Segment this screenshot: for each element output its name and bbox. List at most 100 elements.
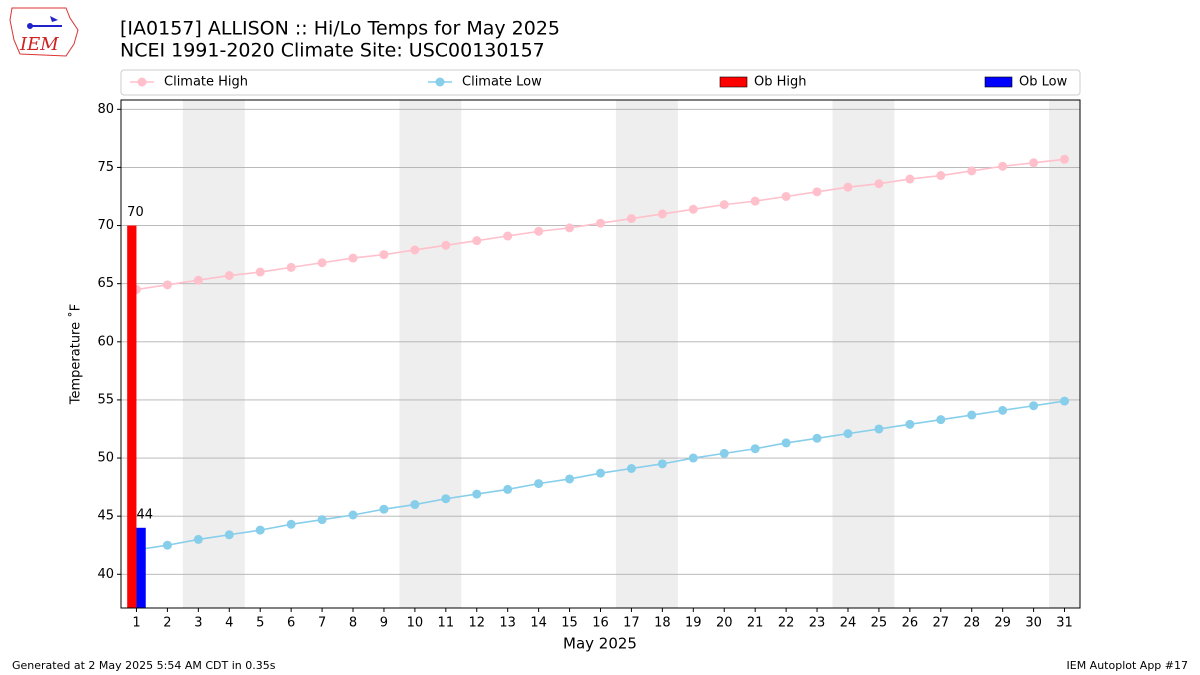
series-point [410, 245, 420, 255]
x-tick-label: 20 [716, 616, 733, 631]
series-point [967, 410, 977, 420]
plot-frame [120, 99, 1081, 609]
x-tick-label: 26 [902, 616, 919, 631]
series-point [534, 226, 544, 236]
x-tick-label: 14 [530, 616, 547, 631]
series-point [688, 453, 698, 463]
x-axis-label: May 2025 [563, 635, 637, 653]
series-point [936, 415, 946, 425]
series-point [503, 231, 513, 241]
x-tick-label: 4 [225, 616, 233, 631]
series-point [410, 500, 420, 510]
weekend-shade [615, 100, 678, 608]
x-tick-label: 3 [194, 616, 202, 631]
series-point [843, 182, 853, 192]
weekend-shade [182, 100, 245, 608]
series-point [812, 433, 822, 443]
series-point [812, 187, 822, 197]
series-point [1060, 396, 1070, 406]
series-point [781, 191, 791, 201]
x-tick-label: 5 [256, 616, 264, 631]
series-point [472, 236, 482, 246]
series-point [224, 271, 234, 281]
series-point [317, 258, 327, 268]
series-point [905, 174, 915, 184]
logo: IEM [9, 7, 79, 57]
series-point [565, 223, 575, 233]
series-point [781, 438, 791, 448]
x-tick-label: 16 [592, 616, 609, 631]
x-tick-label: 31 [1056, 616, 1073, 631]
series-point [657, 209, 667, 219]
series-point [719, 200, 729, 210]
series-point [503, 484, 513, 494]
series-point [379, 504, 389, 514]
weekend-shade [399, 100, 462, 608]
y-tick-label: 50 [97, 451, 114, 466]
y-tick-label: 70 [97, 218, 114, 233]
data-label: 44 [136, 507, 153, 522]
series-point [1060, 154, 1070, 164]
legend-label: Ob High [754, 75, 807, 90]
footer-left: Generated at 2 May 2025 5:54 AM CDT in 0… [12, 659, 276, 672]
legend [120, 69, 1081, 96]
series-point [905, 419, 915, 429]
x-tick-label: 28 [963, 616, 980, 631]
x-tick-label: 24 [840, 616, 857, 631]
legend-swatch [719, 76, 748, 88]
series-point [843, 429, 853, 439]
series-point [441, 494, 451, 504]
x-tick-label: 17 [623, 616, 640, 631]
y-tick-label: 80 [97, 102, 114, 117]
y-tick-label: 60 [97, 334, 114, 349]
series-point [224, 530, 234, 540]
series-point [626, 214, 636, 224]
series-point [998, 405, 1008, 415]
series-point [874, 179, 884, 189]
bar [127, 225, 137, 608]
x-tick-label: 18 [654, 616, 671, 631]
series-point [1029, 158, 1039, 168]
x-tick-label: 8 [349, 616, 357, 631]
series-point [657, 459, 667, 469]
series-point [472, 489, 482, 499]
x-tick-label: 27 [933, 616, 950, 631]
legend-marker [137, 77, 147, 87]
series-point [534, 479, 544, 489]
x-tick-label: 13 [499, 616, 516, 631]
series-point [596, 218, 605, 228]
chart-subtitle: NCEI 1991-2020 Climate Site: USC00130157 [120, 40, 545, 62]
series-point [998, 161, 1008, 171]
legend-label: Climate High [164, 75, 248, 90]
series-point [255, 267, 265, 277]
series-point [255, 525, 265, 535]
series-point [626, 464, 636, 474]
legend-marker [435, 77, 445, 87]
footer-right: IEM Autoplot App #17 [1067, 659, 1189, 672]
series-point [1029, 401, 1039, 411]
series-point [348, 253, 358, 263]
series-point [348, 510, 358, 520]
bar [136, 527, 146, 608]
series-point [936, 171, 946, 181]
y-tick-label: 65 [97, 276, 114, 291]
x-tick-label: 1 [132, 616, 140, 631]
series-point [162, 540, 172, 550]
x-tick-label: 21 [747, 616, 764, 631]
series-point [286, 262, 296, 272]
x-tick-label: 2 [163, 616, 171, 631]
x-tick-label: 12 [468, 616, 485, 631]
series-point [193, 534, 203, 544]
series-point [317, 515, 327, 525]
series-point [379, 250, 389, 260]
legend-label: Ob Low [1019, 75, 1068, 90]
legend-label: Climate Low [462, 75, 542, 90]
series-point [441, 240, 451, 250]
series-point [193, 275, 203, 285]
logo-text: IEM [19, 34, 59, 55]
x-tick-label: 23 [809, 616, 826, 631]
x-tick-label: 7 [318, 616, 326, 631]
series-point [750, 444, 760, 454]
chart-title: [IA0157] ALLISON :: Hi/Lo Temps for May … [120, 18, 560, 40]
series-point [719, 448, 729, 458]
